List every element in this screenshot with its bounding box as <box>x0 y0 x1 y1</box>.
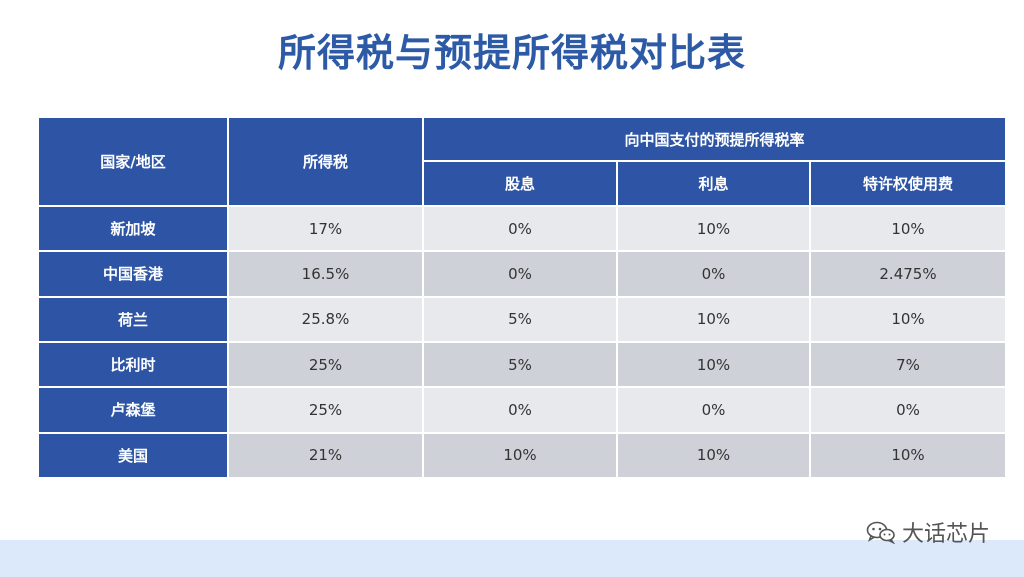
cell-income-tax: 25% <box>227 386 424 434</box>
watermark-text: 大话芯片 <box>901 522 990 547</box>
cell-interest: 0% <box>616 386 811 434</box>
cell-royalty: 7% <box>809 340 1007 389</box>
cell-dividend: 10% <box>422 431 618 480</box>
cell-royalty: 2.475% <box>809 250 1007 298</box>
cell-royalty: 0% <box>809 386 1007 434</box>
wechat-icon <box>866 521 895 544</box>
header-royalty: 特许权使用费 <box>809 160 1007 207</box>
tax-comparison-table: 国家/地区 所得税 向中国支付的预提所得税率 股息 利息 特许权使用费 新加坡 … <box>37 116 1007 480</box>
cell-royalty: 10% <box>809 431 1007 480</box>
header-income-tax: 所得税 <box>227 116 424 207</box>
header-interest: 利息 <box>616 160 811 207</box>
cell-dividend: 0% <box>422 250 618 298</box>
cell-income-tax: 17% <box>227 204 424 253</box>
row-region: 新加坡 <box>37 204 229 253</box>
table-row: 新加坡 17% 0% 10% 10% <box>37 204 1007 253</box>
cell-dividend: 0% <box>422 204 618 253</box>
cell-income-tax: 25% <box>227 340 424 389</box>
cell-royalty: 10% <box>809 295 1007 343</box>
footer-band <box>0 540 1024 577</box>
row-region: 卢森堡 <box>37 386 229 434</box>
table-row: 荷兰 25.8% 5% 10% 10% <box>37 295 1007 343</box>
cell-dividend: 0% <box>422 386 618 434</box>
cell-dividend: 5% <box>422 295 618 343</box>
row-region: 中国香港 <box>37 250 229 298</box>
cell-dividend: 5% <box>422 340 618 389</box>
table-row: 卢森堡 25% 0% 0% 0% <box>37 386 1007 434</box>
cell-income-tax: 21% <box>227 431 424 480</box>
table-row: 比利时 25% 5% 10% 7% <box>37 340 1007 389</box>
row-region: 美国 <box>37 431 229 480</box>
cell-interest: 0% <box>616 250 811 298</box>
header-region: 国家/地区 <box>37 116 229 207</box>
header-withholding-group: 向中国支付的预提所得税率 <box>422 116 1007 162</box>
row-region: 比利时 <box>37 340 229 389</box>
cell-interest: 10% <box>616 340 811 389</box>
row-region: 荷兰 <box>37 295 229 343</box>
cell-income-tax: 25.8% <box>227 295 424 343</box>
cell-royalty: 10% <box>809 204 1007 253</box>
cell-interest: 10% <box>616 204 811 253</box>
table-row: 中国香港 16.5% 0% 0% 2.475% <box>37 250 1007 298</box>
table-row: 美国 21% 10% 10% 10% <box>37 431 1007 480</box>
watermark: 大话芯片 <box>866 516 990 548</box>
cell-interest: 10% <box>616 295 811 343</box>
header-dividend: 股息 <box>422 160 618 207</box>
page-title: 所得税与预提所得税对比表 <box>277 31 746 75</box>
cell-interest: 10% <box>616 431 811 480</box>
cell-income-tax: 16.5% <box>227 250 424 298</box>
